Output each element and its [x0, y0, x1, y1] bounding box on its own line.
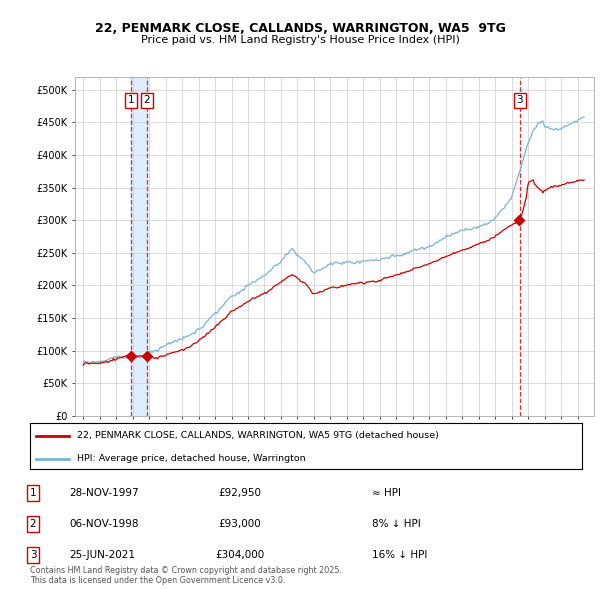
Text: 2: 2 — [143, 96, 150, 106]
Text: 22, PENMARK CLOSE, CALLANDS, WARRINGTON, WA5 9TG (detached house): 22, PENMARK CLOSE, CALLANDS, WARRINGTON,… — [77, 431, 439, 440]
Bar — [131, 77, 146, 416]
Text: 2: 2 — [29, 519, 37, 529]
Text: £92,950: £92,950 — [218, 488, 262, 497]
Text: 8% ↓ HPI: 8% ↓ HPI — [372, 519, 421, 529]
Text: 22, PENMARK CLOSE, CALLANDS, WARRINGTON, WA5  9TG: 22, PENMARK CLOSE, CALLANDS, WARRINGTON,… — [95, 22, 505, 35]
Text: 1: 1 — [128, 96, 134, 106]
Text: 06-NOV-1998: 06-NOV-1998 — [69, 519, 139, 529]
Text: 3: 3 — [29, 550, 37, 560]
Text: 3: 3 — [517, 96, 523, 106]
Text: 1: 1 — [29, 488, 37, 497]
Text: 28-NOV-1997: 28-NOV-1997 — [69, 488, 139, 497]
Text: HPI: Average price, detached house, Warrington: HPI: Average price, detached house, Warr… — [77, 454, 305, 463]
Text: ≈ HPI: ≈ HPI — [372, 488, 401, 497]
Text: £304,000: £304,000 — [215, 550, 265, 560]
Text: 25-JUN-2021: 25-JUN-2021 — [69, 550, 135, 560]
Text: Contains HM Land Registry data © Crown copyright and database right 2025.
This d: Contains HM Land Registry data © Crown c… — [30, 566, 342, 585]
Text: 16% ↓ HPI: 16% ↓ HPI — [372, 550, 427, 560]
Text: Price paid vs. HM Land Registry's House Price Index (HPI): Price paid vs. HM Land Registry's House … — [140, 35, 460, 45]
Text: £93,000: £93,000 — [218, 519, 262, 529]
